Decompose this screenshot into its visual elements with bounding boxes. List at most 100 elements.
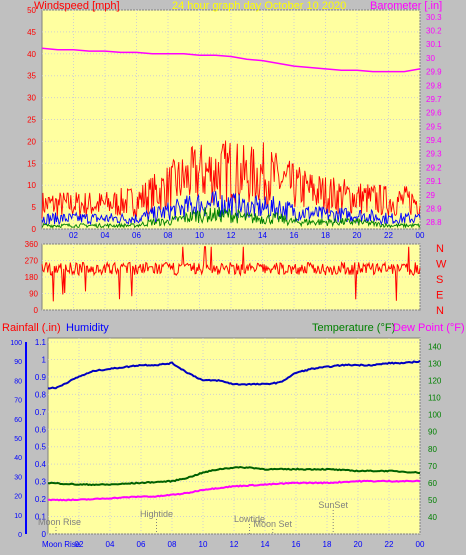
dewpoint-axis-label: Dew Point (°F) bbox=[393, 322, 465, 334]
climate-x-tick-label: 16 bbox=[292, 540, 301, 549]
annotation-label: Lowtide bbox=[234, 514, 265, 524]
climate-x-tick-label: 06 bbox=[137, 540, 146, 549]
rain-tick-label: 0.4 bbox=[35, 460, 47, 469]
rain-tick-label: 0.2 bbox=[35, 495, 47, 504]
wind-tick-label: 20 bbox=[27, 137, 36, 146]
wind-x-tick-label: 08 bbox=[164, 231, 173, 240]
wind-panel-title: 24 hour graph day October 10 2020 bbox=[172, 0, 346, 12]
wind-x-tick-label: 10 bbox=[195, 231, 204, 240]
annotation-label: Hightide bbox=[140, 509, 173, 519]
wind-x-tick-label: 02 bbox=[69, 231, 78, 240]
wind-x-tick-label: 22 bbox=[384, 231, 393, 240]
barometer-tick-label: 29 bbox=[426, 191, 435, 200]
rainfall-axis-label: Rainfall (.in) bbox=[2, 322, 61, 334]
barometer-tick-label: 29.3 bbox=[426, 150, 442, 159]
wind-tick-label: 40 bbox=[27, 50, 36, 59]
direction-tick-label: 270 bbox=[25, 257, 39, 266]
wind-x-tick-label: 18 bbox=[321, 231, 330, 240]
humidity-series bbox=[47, 359, 421, 390]
barometer-tick-label: 30.3 bbox=[426, 13, 442, 22]
wind-x-tick-label: 04 bbox=[101, 231, 110, 240]
temperature-tick-label: 130 bbox=[428, 360, 442, 369]
wind-panel-left-axis-label: Windspeed [mph] bbox=[34, 0, 120, 12]
temperature-series bbox=[47, 465, 420, 487]
humidity-tick-label: 50 bbox=[14, 436, 22, 443]
humidity-tick-label: 40 bbox=[14, 455, 22, 462]
barometer-tick-label: 29.8 bbox=[426, 81, 442, 90]
humidity-tick-label: 90 bbox=[14, 359, 22, 366]
climate-x-tick-label: 14 bbox=[261, 540, 270, 549]
barometer-tick-label: 30 bbox=[426, 54, 435, 63]
wind-tick-label: 25 bbox=[27, 116, 36, 125]
wind-tick-label: 35 bbox=[27, 72, 36, 81]
temperature-tick-label: 60 bbox=[428, 479, 437, 488]
annotation-label: Moon Set bbox=[253, 519, 292, 529]
annotation-label: Moon Rise bbox=[38, 517, 81, 527]
wind-tick-label: 15 bbox=[27, 159, 36, 168]
climate-x-tick-label: 04 bbox=[106, 540, 115, 549]
barometer-tick-label: 29.6 bbox=[426, 109, 442, 118]
wind-panel-tick-labels: 0 5 10 15 20 25 30 35 40 45 50 28.8 28.9 29 29.1 29.2 29… bbox=[27, 6, 442, 240]
wind-tick-label: 30 bbox=[27, 94, 36, 103]
wind-tick-label: 0 bbox=[32, 225, 37, 234]
compass-letter: E bbox=[436, 290, 443, 302]
wind-x-tick-label: 20 bbox=[353, 231, 362, 240]
barometer-tick-label: 29.7 bbox=[426, 95, 442, 104]
rain-tick-label: 0.3 bbox=[35, 478, 47, 487]
climate-panel-series bbox=[47, 359, 421, 502]
compass-letter: N bbox=[436, 243, 444, 255]
wind-tick-label: 10 bbox=[27, 181, 36, 190]
climate-x-tick-label: 18 bbox=[323, 540, 332, 549]
temperature-axis-label: Temperature (°F) bbox=[312, 322, 395, 334]
humidity-tick-label: 80 bbox=[14, 378, 22, 385]
temperature-tick-label: 120 bbox=[428, 377, 442, 386]
direction-tick-label: 90 bbox=[29, 290, 38, 299]
humidity-tick-label: 70 bbox=[14, 398, 22, 405]
wind-x-tick-label: 12 bbox=[227, 231, 236, 240]
humidity-tick-label: 10 bbox=[14, 513, 22, 520]
temperature-tick-label: 80 bbox=[428, 445, 437, 454]
average-wind-series bbox=[41, 190, 421, 226]
wind-x-tick-label: 16 bbox=[290, 231, 299, 240]
temperature-tick-label: 100 bbox=[428, 411, 442, 420]
temperature-tick-label: 110 bbox=[428, 394, 441, 403]
barometer-tick-label: 29.4 bbox=[426, 136, 442, 145]
rain-tick-label: 0.5 bbox=[35, 443, 47, 452]
temperature-tick-label: 40 bbox=[428, 513, 437, 522]
climate-panel-plot-area bbox=[47, 337, 421, 535]
humidity-tick-label: 20 bbox=[14, 494, 22, 501]
climate-x-tick-label: 00 bbox=[416, 540, 425, 549]
humidity-tick-label: 60 bbox=[14, 417, 22, 424]
wind-panel-right-axis-label: Barometer [.in] bbox=[370, 0, 442, 12]
wind-panel-series bbox=[41, 47, 421, 229]
moon-rise-bottom-label: Moon Rise bbox=[42, 540, 81, 549]
temperature-tick-label: 140 bbox=[428, 343, 442, 352]
temperature-tick-label: 70 bbox=[428, 462, 437, 471]
climate-panel-grid bbox=[25, 338, 421, 535]
rain-tick-label: 0.8 bbox=[35, 390, 47, 399]
climate-panel-tick-labels: 010203040506070809010000.10.20.30.40.50.… bbox=[10, 338, 442, 549]
compass-letter: N bbox=[436, 305, 444, 317]
temperature-tick-label: 50 bbox=[428, 496, 437, 505]
direction-tick-label: 360 bbox=[25, 240, 39, 249]
humidity-axis-label: Humidity bbox=[66, 322, 109, 334]
rain-tick-label: 0 bbox=[42, 530, 47, 539]
annotation-label: SunSet bbox=[318, 500, 348, 510]
wind-tick-label: 5 bbox=[32, 203, 37, 212]
rain-tick-label: 0.9 bbox=[35, 373, 47, 382]
rain-tick-label: 1.1 bbox=[35, 338, 47, 347]
barometer-tick-label: 30.1 bbox=[426, 40, 442, 49]
wind-x-tick-label: 00 bbox=[416, 231, 425, 240]
compass-letter: W bbox=[436, 259, 447, 271]
low-wind-series bbox=[41, 207, 421, 229]
rain-tick-label: 0.6 bbox=[35, 425, 47, 434]
climate-x-tick-label: 22 bbox=[385, 540, 394, 549]
climate-x-tick-label: 02 bbox=[75, 540, 84, 549]
humidity-tick-label: 30 bbox=[14, 474, 22, 481]
wind-x-tick-label: 14 bbox=[258, 231, 267, 240]
climate-x-tick-label: 08 bbox=[168, 540, 177, 549]
rain-tick-label: 0.7 bbox=[35, 408, 47, 417]
wind-panel-grid bbox=[42, 9, 421, 230]
